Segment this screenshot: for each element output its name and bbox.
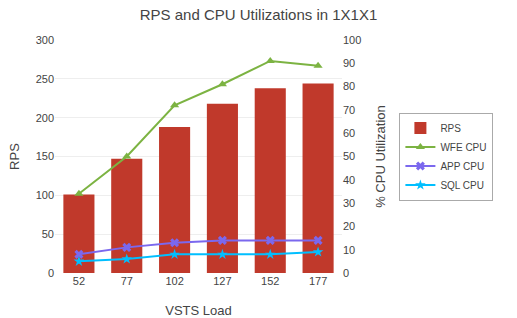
svg-text:VSTS Load: VSTS Load <box>165 303 232 318</box>
svg-text:150: 150 <box>36 150 54 162</box>
svg-text:152: 152 <box>261 275 279 287</box>
svg-text:SQL CPU: SQL CPU <box>440 180 484 191</box>
svg-text:50: 50 <box>42 228 54 240</box>
svg-text:10: 10 <box>343 244 355 256</box>
svg-text:127: 127 <box>213 275 231 287</box>
svg-text:300: 300 <box>36 34 54 46</box>
svg-text:40: 40 <box>343 174 355 186</box>
svg-text:RPS and CPU Utilizations in 1X: RPS and CPU Utilizations in 1X1X1 <box>140 6 378 23</box>
svg-text:0: 0 <box>48 267 54 279</box>
svg-text:177: 177 <box>309 275 327 287</box>
svg-text:% CPU Utilization: % CPU Utilization <box>373 105 388 208</box>
svg-text:102: 102 <box>165 275 183 287</box>
svg-text:APP CPU: APP CPU <box>440 161 484 172</box>
svg-text:60: 60 <box>343 127 355 139</box>
svg-text:RPS: RPS <box>7 143 22 170</box>
svg-text:50: 50 <box>343 150 355 162</box>
svg-text:0: 0 <box>343 267 349 279</box>
svg-text:70: 70 <box>343 104 355 116</box>
svg-text:30: 30 <box>343 197 355 209</box>
svg-text:52: 52 <box>73 275 85 287</box>
svg-text:100: 100 <box>343 34 361 46</box>
svg-text:WFE CPU: WFE CPU <box>440 142 486 153</box>
svg-text:RPS: RPS <box>440 123 461 134</box>
svg-text:20: 20 <box>343 220 355 232</box>
svg-text:100: 100 <box>36 189 54 201</box>
svg-text:200: 200 <box>36 112 54 124</box>
svg-text:250: 250 <box>36 73 54 85</box>
svg-text:77: 77 <box>121 275 133 287</box>
svg-text:80: 80 <box>343 80 355 92</box>
svg-text:90: 90 <box>343 57 355 69</box>
